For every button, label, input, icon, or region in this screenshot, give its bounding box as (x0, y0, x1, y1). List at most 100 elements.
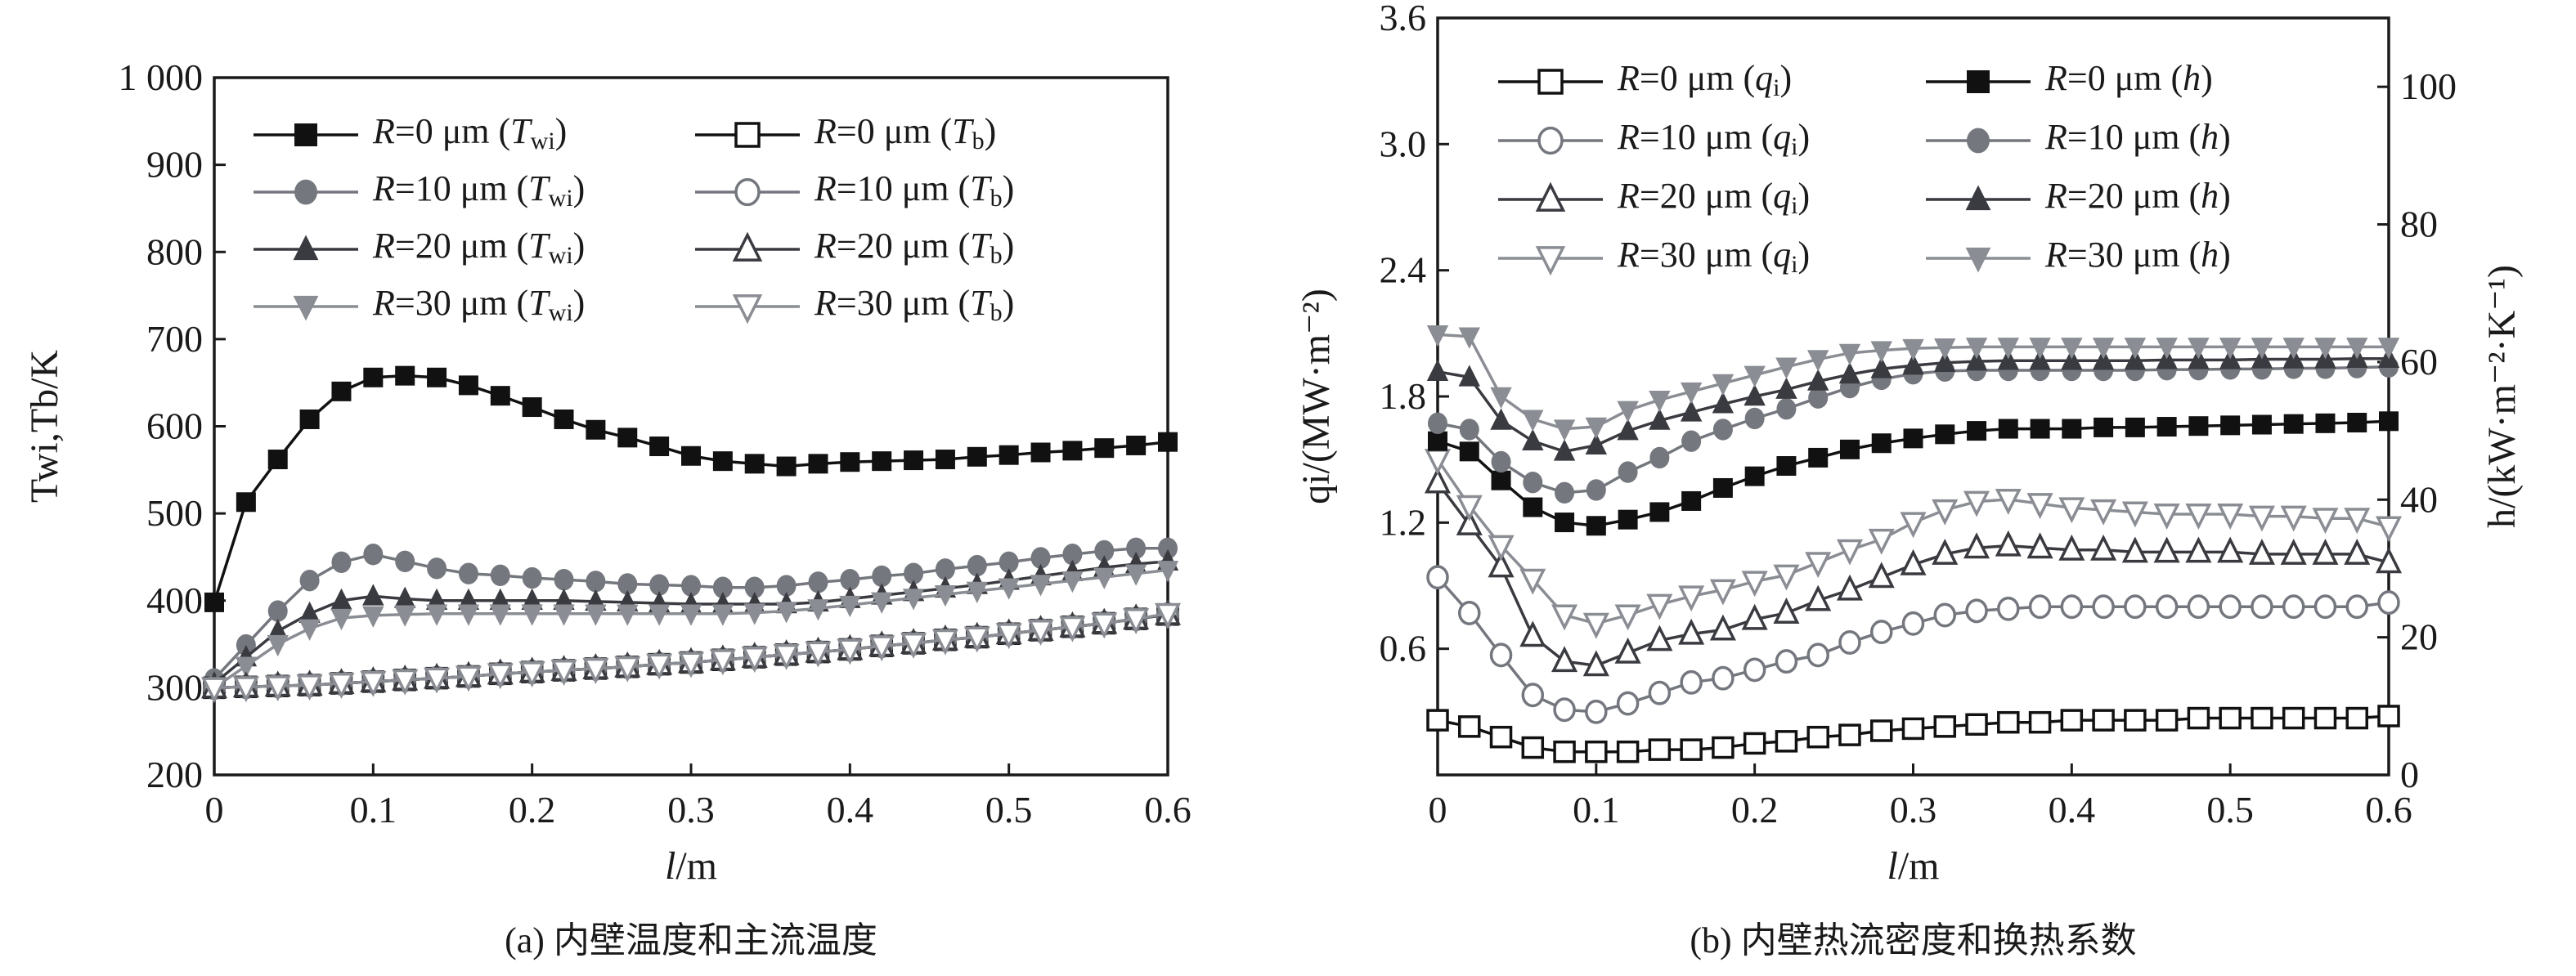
data-point (1523, 472, 1543, 494)
data-point (1491, 470, 1511, 490)
data-point (1995, 530, 2022, 557)
data-point (1997, 710, 2020, 734)
data-point (1870, 356, 1892, 378)
data-point (1459, 419, 1479, 441)
data-point (1902, 353, 1924, 375)
data-point (1808, 447, 1829, 468)
data-point (2124, 709, 2147, 732)
legend-marker (294, 123, 317, 146)
data-point (1712, 392, 1735, 414)
data-point (1555, 513, 1575, 533)
data-point (1126, 537, 1147, 559)
data-point (2377, 705, 2400, 728)
data-point (2282, 338, 2304, 360)
data-point (1776, 456, 1797, 477)
data-point (1871, 433, 1892, 454)
data-point (2153, 536, 2180, 563)
data-point (586, 571, 606, 593)
data-point (1124, 564, 1147, 586)
data-point (2062, 419, 2082, 439)
data-point (1428, 431, 1447, 451)
data-point (2312, 508, 2339, 535)
data-point (773, 643, 800, 670)
data-point (1900, 548, 1927, 575)
x-tick-label: 0.6 (1144, 789, 1192, 830)
data-point (807, 599, 829, 621)
data-point (299, 409, 320, 429)
data-point (1585, 740, 1608, 763)
data-point (1838, 343, 1861, 365)
data-point (331, 551, 352, 574)
data-point (2153, 504, 2180, 530)
data-point (1426, 325, 1449, 347)
data-point (1868, 562, 1895, 589)
data-point (1027, 620, 1054, 646)
data-point (362, 584, 384, 606)
x-tick-label: 0.4 (827, 789, 874, 830)
data-point (1522, 428, 1544, 450)
data-point (1614, 604, 1641, 631)
data-point (490, 564, 510, 587)
legend-item: R=0 μm (qi) (1498, 58, 1792, 101)
data-point (394, 586, 416, 608)
data-point (363, 367, 384, 387)
data-point (1649, 390, 1671, 413)
data-point (1489, 725, 1513, 749)
data-point (1030, 442, 1051, 463)
data-point (2251, 414, 2272, 435)
legend-label: R=10 μm (Twi) (372, 168, 585, 212)
data-point (363, 544, 384, 566)
data-point (1426, 709, 1449, 732)
data-point (840, 452, 860, 472)
data-point (2058, 534, 2085, 561)
y2-tick-label: 60 (2400, 341, 2438, 383)
data-point (2282, 594, 2305, 620)
series-line (1436, 459, 2390, 625)
data-point (743, 603, 765, 625)
data-point (1681, 490, 1702, 511)
data-point (554, 409, 574, 429)
data-point (264, 675, 291, 702)
data-point (1838, 362, 1861, 384)
data-point (2026, 493, 2053, 520)
y2-tick-label: 0 (2400, 754, 2419, 795)
y2-tick-label: 20 (2400, 616, 2438, 658)
data-point (298, 601, 321, 623)
data-point (1965, 349, 1988, 371)
data-point (2219, 594, 2242, 620)
x-tick-label: 0.1 (1573, 789, 1620, 830)
data-point (2283, 414, 2304, 434)
data-point (840, 568, 860, 591)
data-point (267, 619, 289, 641)
data-point (2251, 338, 2273, 360)
data-point (2121, 501, 2148, 528)
data-point (2282, 706, 2305, 730)
data-point (2188, 416, 2209, 437)
legend-item: R=10 μm (Tb) (695, 168, 1014, 212)
data-point (1648, 680, 1672, 705)
data-point (1743, 732, 1766, 755)
data-point (808, 454, 828, 474)
legend-item: R=30 μm (Tb) (695, 283, 1014, 326)
data-point (935, 558, 955, 580)
legend-marker (732, 294, 763, 325)
data-point (1965, 713, 1988, 736)
series-r-30-m-tb- (200, 602, 1182, 704)
data-point (1618, 461, 1638, 483)
data-point (1458, 365, 1480, 387)
data-point (1680, 738, 1703, 761)
legend: R=0 μm (qi) R=10 μm (qi) R=20 μm (qi) R=30 … (1498, 58, 2231, 278)
legend-marker (1965, 247, 1991, 273)
data-point (935, 450, 955, 470)
legend-item: R=10 μm (Twi) (254, 168, 585, 212)
legend-label: R=20 μm (qi) (1617, 176, 1810, 219)
data-point (1838, 723, 1861, 746)
data-point (1775, 357, 1797, 379)
x-tick-label: 0.3 (667, 789, 715, 830)
data-point (1870, 341, 1892, 363)
data-point (2090, 534, 2117, 561)
data-point (1616, 691, 1640, 716)
data-point (328, 673, 355, 699)
data-point (1094, 539, 1115, 562)
